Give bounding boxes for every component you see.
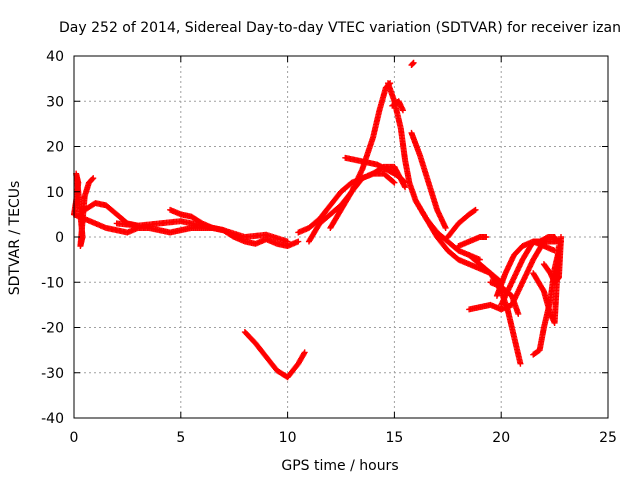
x-axis-label: GPS time / hours xyxy=(281,458,398,474)
plot-frame xyxy=(73,55,609,419)
x-tick-label: 10 xyxy=(279,430,297,446)
series-spike xyxy=(389,98,406,114)
x-tick-label: 25 xyxy=(599,430,617,446)
grid xyxy=(74,56,608,418)
y-tick-label: 20 xyxy=(46,140,64,156)
data-point xyxy=(442,224,449,231)
y-tick-label: 10 xyxy=(46,185,64,201)
data-point xyxy=(295,238,302,245)
y-tick-label: -10 xyxy=(41,275,64,291)
data-series xyxy=(71,59,565,381)
series-end-c xyxy=(530,234,560,245)
series-arc-top xyxy=(342,154,409,186)
data-point xyxy=(89,176,96,183)
series-cross-b xyxy=(493,238,558,299)
y-tick-label: -20 xyxy=(41,321,64,337)
data-point xyxy=(90,175,97,182)
data-point xyxy=(301,349,308,356)
series-end-a xyxy=(530,243,562,326)
data-point xyxy=(558,234,565,240)
y-axis-label: SDTVAR / TECUs xyxy=(7,181,23,296)
series-mid-branch xyxy=(444,206,479,240)
data-point xyxy=(284,238,291,245)
x-tick-label: 20 xyxy=(492,430,510,446)
data-point xyxy=(483,234,490,240)
chart-title: Day 252 of 2014, Sidereal Day-to-day VTE… xyxy=(59,20,621,36)
data-point xyxy=(390,178,397,185)
y-tick-label: 30 xyxy=(46,94,64,110)
data-point xyxy=(391,179,398,186)
axes: 0 5 10 15 20 25 -40 -30 -20 -10 0 10 20 30 40 xyxy=(41,49,617,446)
y-tick-label: -40 xyxy=(41,411,64,427)
y-tick-label: 0 xyxy=(55,230,64,246)
data-point xyxy=(515,310,522,317)
y-tick-label: -30 xyxy=(41,366,64,382)
series-end-b xyxy=(540,234,565,286)
series-low-arc xyxy=(241,329,308,381)
data-point xyxy=(409,60,416,67)
data-point xyxy=(517,360,524,367)
series-right-branch xyxy=(455,234,490,250)
data-point xyxy=(300,350,307,357)
series-drop-b xyxy=(408,129,449,231)
data-point xyxy=(553,238,560,245)
data-point xyxy=(471,207,478,214)
x-tick-label: 0 xyxy=(70,430,79,446)
x-tick-label: 5 xyxy=(176,430,185,446)
series-trace-b xyxy=(113,218,291,245)
data-point xyxy=(399,107,406,114)
series-outlier xyxy=(408,59,417,69)
data-point xyxy=(472,206,479,213)
data-point xyxy=(410,59,417,66)
x-tick-label: 15 xyxy=(385,430,403,446)
y-tick-label: 40 xyxy=(46,49,64,65)
